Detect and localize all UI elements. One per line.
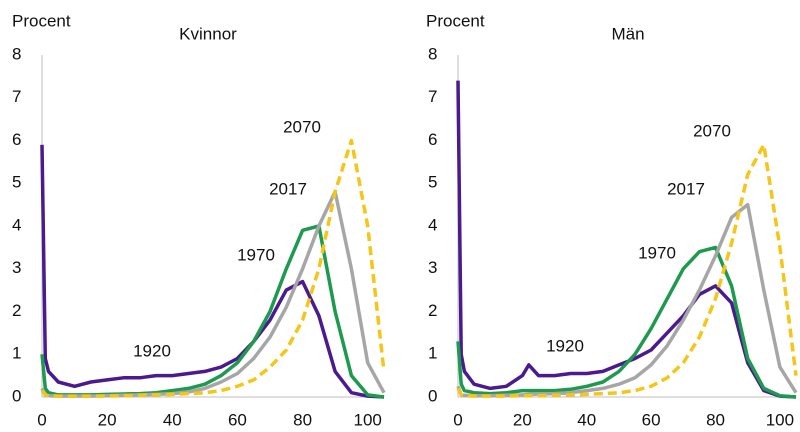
x-tick-label: 80 (706, 410, 725, 429)
y-tick-label: 3 (428, 258, 437, 277)
x-tick-label: 40 (163, 410, 182, 429)
x-tick-label: 60 (228, 410, 247, 429)
y-tick-label: 1 (428, 344, 437, 363)
series-line (40, 138, 386, 398)
series-label: 1920 (546, 336, 584, 355)
x-tick-label: 40 (577, 410, 596, 429)
y-tick-label: 3 (12, 258, 21, 277)
y-tick-label: 6 (12, 130, 21, 149)
series-label: 1920 (133, 341, 171, 360)
series-label: 2017 (269, 179, 307, 198)
x-tick-label: 0 (453, 410, 462, 429)
y-tick-label: 0 (12, 386, 21, 405)
y-tick-label: 2 (428, 301, 437, 320)
chart-title: Kvinnor (179, 24, 237, 43)
x-tick-label: 100 (354, 410, 382, 429)
series-line (456, 245, 797, 399)
series-label: 1970 (237, 245, 275, 264)
y-axis-label: Procent (12, 11, 71, 30)
x-tick-label: 20 (513, 410, 532, 429)
series-line (456, 202, 798, 398)
y-tick-label: 2 (12, 301, 21, 320)
series-label: 2070 (693, 121, 731, 140)
y-axis-label: Procent (426, 11, 485, 30)
chart-title: Män (611, 24, 644, 43)
series-label: 2070 (283, 117, 321, 136)
y-tick-label: 1 (12, 344, 21, 363)
y-tick-label: 8 (12, 44, 21, 63)
y-tick-label: 6 (428, 130, 437, 149)
x-tick-label: 20 (98, 410, 117, 429)
y-tick-label: 5 (12, 173, 21, 192)
series-line (40, 144, 385, 399)
series-label: 2017 (667, 179, 705, 198)
y-tick-label: 7 (12, 87, 21, 106)
x-tick-label: 80 (293, 410, 312, 429)
series-line (456, 143, 798, 398)
y-tick-label: 7 (428, 87, 437, 106)
y-tick-label: 8 (428, 44, 437, 63)
x-tick-label: 0 (37, 410, 46, 429)
x-tick-label: 60 (642, 410, 661, 429)
y-tick-label: 0 (428, 386, 437, 405)
y-tick-label: 4 (12, 215, 21, 234)
x-tick-label: 100 (766, 410, 794, 429)
y-tick-label: 5 (428, 173, 437, 192)
series-line (456, 80, 797, 399)
series-label: 1970 (638, 243, 676, 262)
y-tick-label: 4 (428, 215, 437, 234)
series-line (40, 224, 385, 399)
